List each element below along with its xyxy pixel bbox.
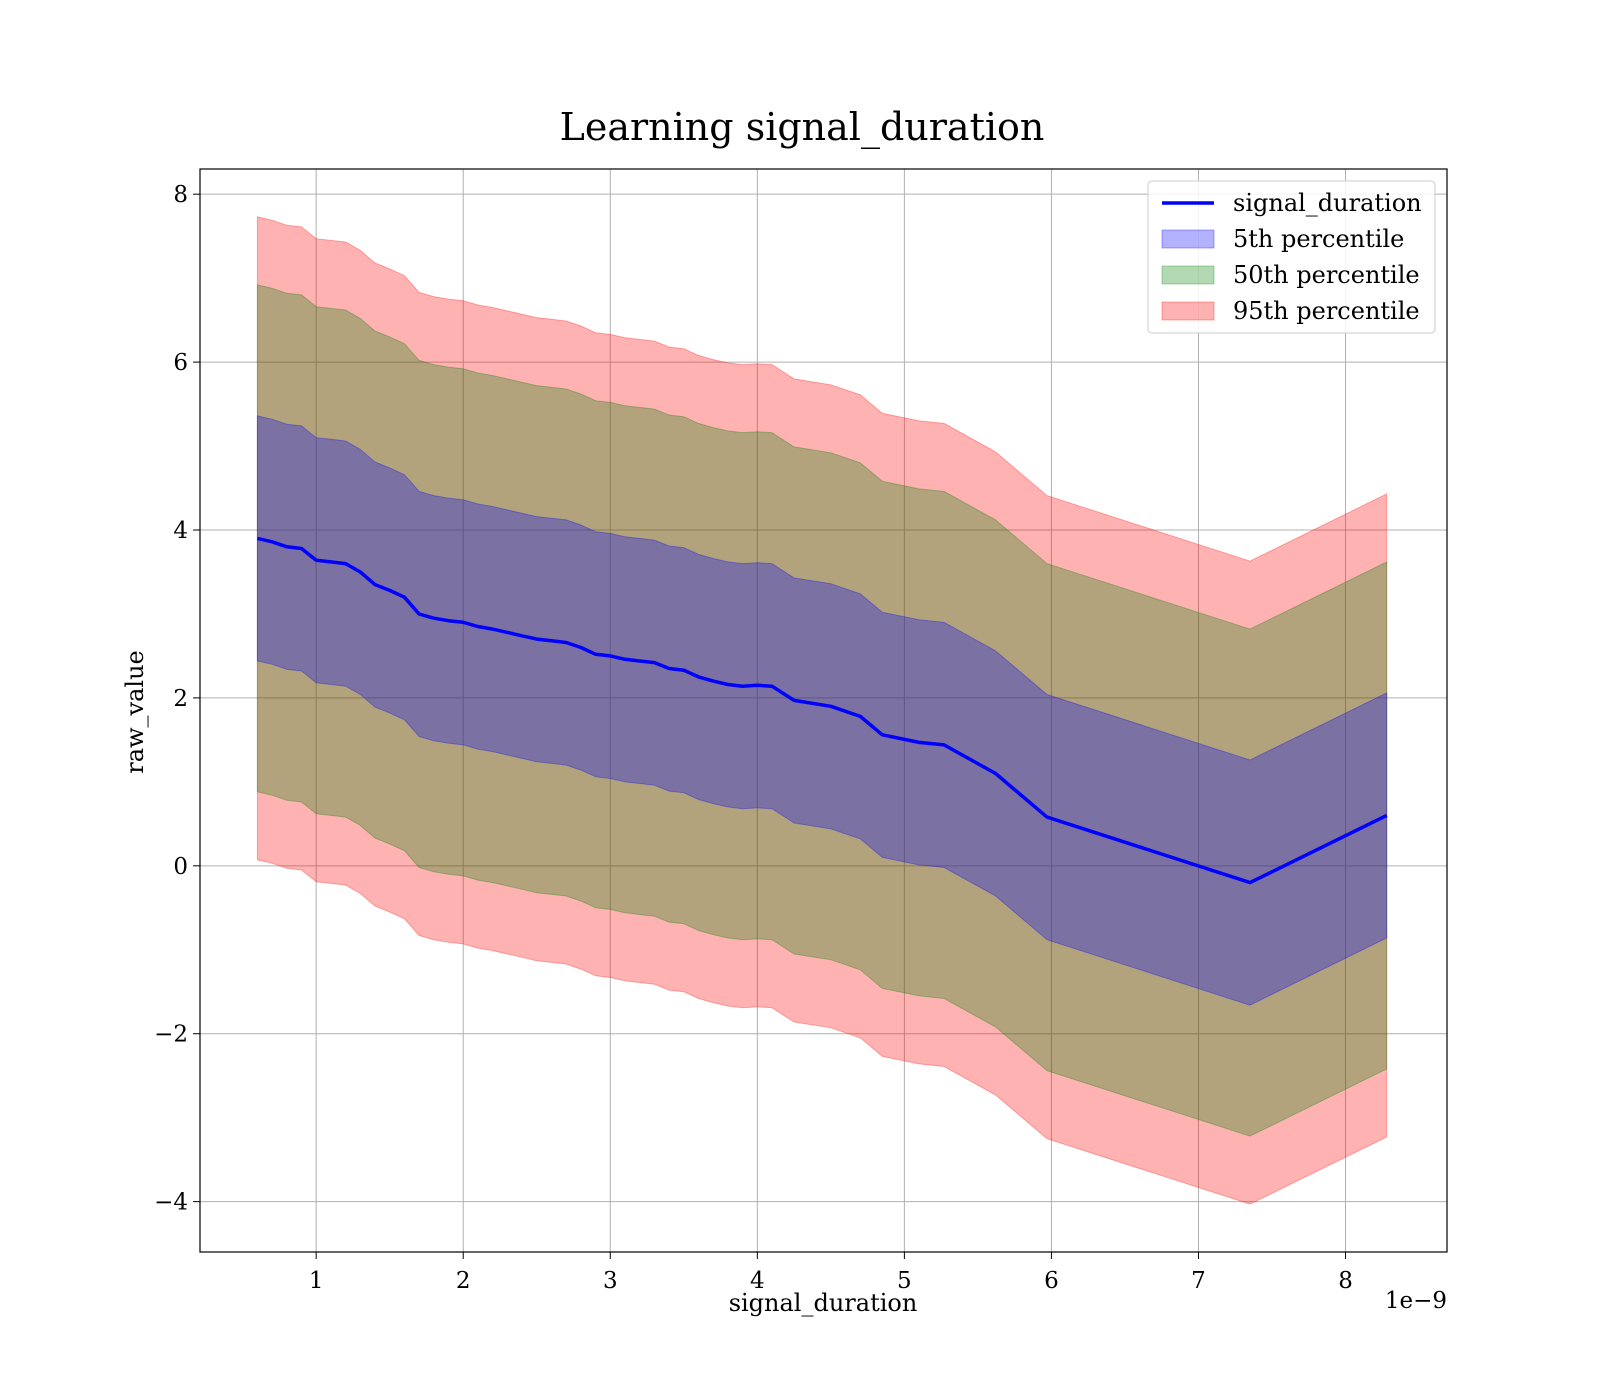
- legend-label: 95th percentile: [1233, 297, 1420, 325]
- x-tick-label: 1: [309, 1268, 324, 1294]
- x-tick-label: 6: [1044, 1268, 1059, 1294]
- plot-frame: [199, 168, 1448, 1253]
- legend: signal_duration 5th percentile 50th percen…: [1147, 180, 1436, 334]
- chart-title: Learning signal_duration: [560, 105, 1045, 150]
- y-tick-label: 2: [173, 686, 188, 712]
- y-tick-label: 8: [173, 182, 188, 208]
- x-tick-label: 5: [897, 1268, 912, 1294]
- legend-patch-swatch: [1161, 265, 1215, 285]
- y-tick-label: 6: [173, 350, 188, 376]
- legend-box: [1147, 180, 1436, 334]
- y-tick-label: −2: [154, 1022, 188, 1048]
- legend-label: 5th percentile: [1233, 225, 1404, 253]
- x-tick-label: 2: [456, 1268, 471, 1294]
- axis-ticks: 1 2 3 4 5 6 7 8 −4 −2 0 2 4 6 8: [154, 182, 1353, 1294]
- series-line-signal-duration: [257, 536, 1388, 885]
- y-tick-label: 4: [173, 518, 188, 544]
- x-offset-text: 1e−9: [1385, 1288, 1447, 1314]
- y-tick-label: 0: [173, 854, 188, 880]
- legend-label: signal_duration: [1233, 189, 1422, 217]
- band-5th: [256, 415, 1388, 1006]
- x-tick-label: 7: [1191, 1268, 1206, 1294]
- x-tick-label: 3: [603, 1268, 618, 1294]
- y-axis-label: raw_value: [121, 650, 149, 774]
- series-lines: [257, 536, 1388, 885]
- legend-patch-swatch: [1161, 229, 1215, 249]
- x-axis-label: signal_duration: [729, 1289, 918, 1317]
- percentile-bands: [256, 216, 1388, 1205]
- legend-label: 50th percentile: [1233, 261, 1420, 289]
- legend-patch-swatch: [1161, 301, 1215, 321]
- band-50th: [256, 284, 1388, 1137]
- band-95th: [256, 216, 1388, 1205]
- y-tick-label: −4: [154, 1190, 188, 1216]
- x-tick-label: 4: [750, 1268, 765, 1294]
- x-tick-label: 8: [1338, 1268, 1353, 1294]
- grid: [200, 169, 1447, 1252]
